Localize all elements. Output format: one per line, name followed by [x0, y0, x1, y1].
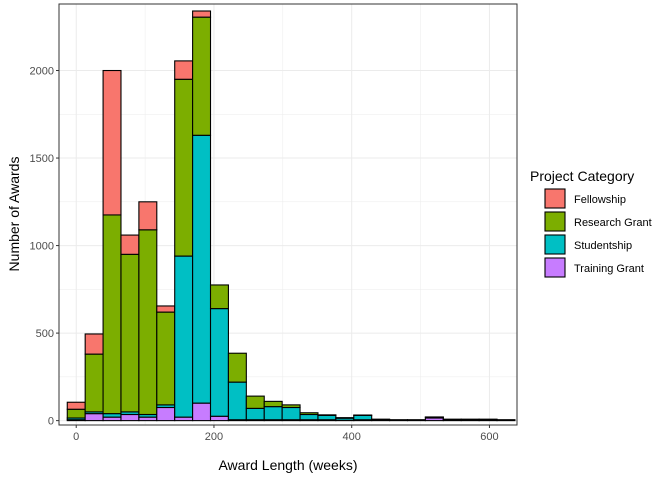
- y-tick-label: 0: [48, 416, 54, 428]
- x-tick-label: 400: [343, 431, 361, 443]
- bar-research-grant: [66, 408, 86, 419]
- bar-research-grant: [120, 253, 140, 413]
- grid-major: [59, 4, 517, 425]
- bar-research-grant: [317, 414, 337, 416]
- bar-training-grant: [209, 415, 229, 422]
- bar-studentship: [245, 407, 265, 421]
- bar-fellowship: [120, 234, 140, 255]
- bar-studentship: [209, 308, 229, 417]
- bar-studentship: [299, 413, 319, 421]
- bar-fellowship: [102, 69, 122, 216]
- bar-research-grant: [84, 353, 104, 413]
- legend-key-research-grant: [544, 211, 566, 232]
- bar-fellowship: [174, 60, 194, 80]
- bar-fellowship: [84, 333, 104, 355]
- bar-fellowship: [138, 201, 158, 231]
- bar-training-grant: [120, 413, 140, 422]
- bar-fellowship: [66, 401, 86, 410]
- bar-research-grant: [281, 404, 301, 409]
- bar-research-grant: [299, 412, 319, 416]
- panel-border: [58, 3, 518, 426]
- bar-studentship: [353, 414, 373, 421]
- bar-research-grant: [209, 284, 229, 310]
- bar-training-grant: [192, 402, 212, 422]
- bar-research-grant: [138, 229, 158, 416]
- bars: [66, 10, 516, 422]
- y-axis-title: Number of Awards: [6, 157, 22, 272]
- legend-key-training-grant: [544, 257, 566, 278]
- bar-fellowship: [156, 305, 176, 313]
- bar-research-grant: [245, 395, 265, 409]
- legend-key-fellowship: [544, 188, 566, 209]
- bar-research-grant: [335, 417, 355, 419]
- y-axis: 0 500 1000 1500 2000: [30, 66, 59, 428]
- legend-label: Fellowship: [574, 194, 626, 206]
- bar-fellowship: [192, 10, 212, 18]
- bar-research-grant: [263, 400, 283, 408]
- bar-studentship: [281, 406, 301, 421]
- bar-studentship: [227, 381, 247, 421]
- legend-title: Project Category: [530, 168, 634, 184]
- y-tick-label: 1500: [30, 153, 54, 165]
- legend-label: Research Grant: [574, 217, 652, 229]
- bar-research-grant: [102, 214, 122, 415]
- y-tick-label: 2000: [30, 66, 54, 78]
- legend-label: Studentship: [574, 240, 632, 252]
- x-axis: 0 200 400 600: [73, 425, 499, 443]
- y-tick-label: 500: [36, 328, 54, 340]
- legend: Project Category Fellowship Research Gran…: [530, 168, 652, 278]
- bar-training-grant: [156, 406, 176, 422]
- bar-studentship: [263, 406, 283, 421]
- bar-studentship: [192, 134, 212, 404]
- bar-studentship: [317, 414, 337, 421]
- x-tick-label: 200: [205, 431, 223, 443]
- x-axis-title: Award Length (weeks): [218, 457, 357, 473]
- bar-research-grant: [174, 78, 194, 257]
- legend-label: Training Grant: [574, 263, 644, 275]
- x-tick-label: 0: [73, 431, 79, 443]
- bar-research-grant: [192, 16, 212, 136]
- legend-key-studentship: [544, 234, 566, 255]
- bar-research-grant: [227, 352, 247, 383]
- bar-studentship: [174, 255, 194, 418]
- bar-training-grant: [84, 413, 104, 422]
- y-tick-label: 1000: [30, 241, 54, 253]
- bar-research-grant: [156, 311, 176, 406]
- x-tick-label: 600: [480, 431, 498, 443]
